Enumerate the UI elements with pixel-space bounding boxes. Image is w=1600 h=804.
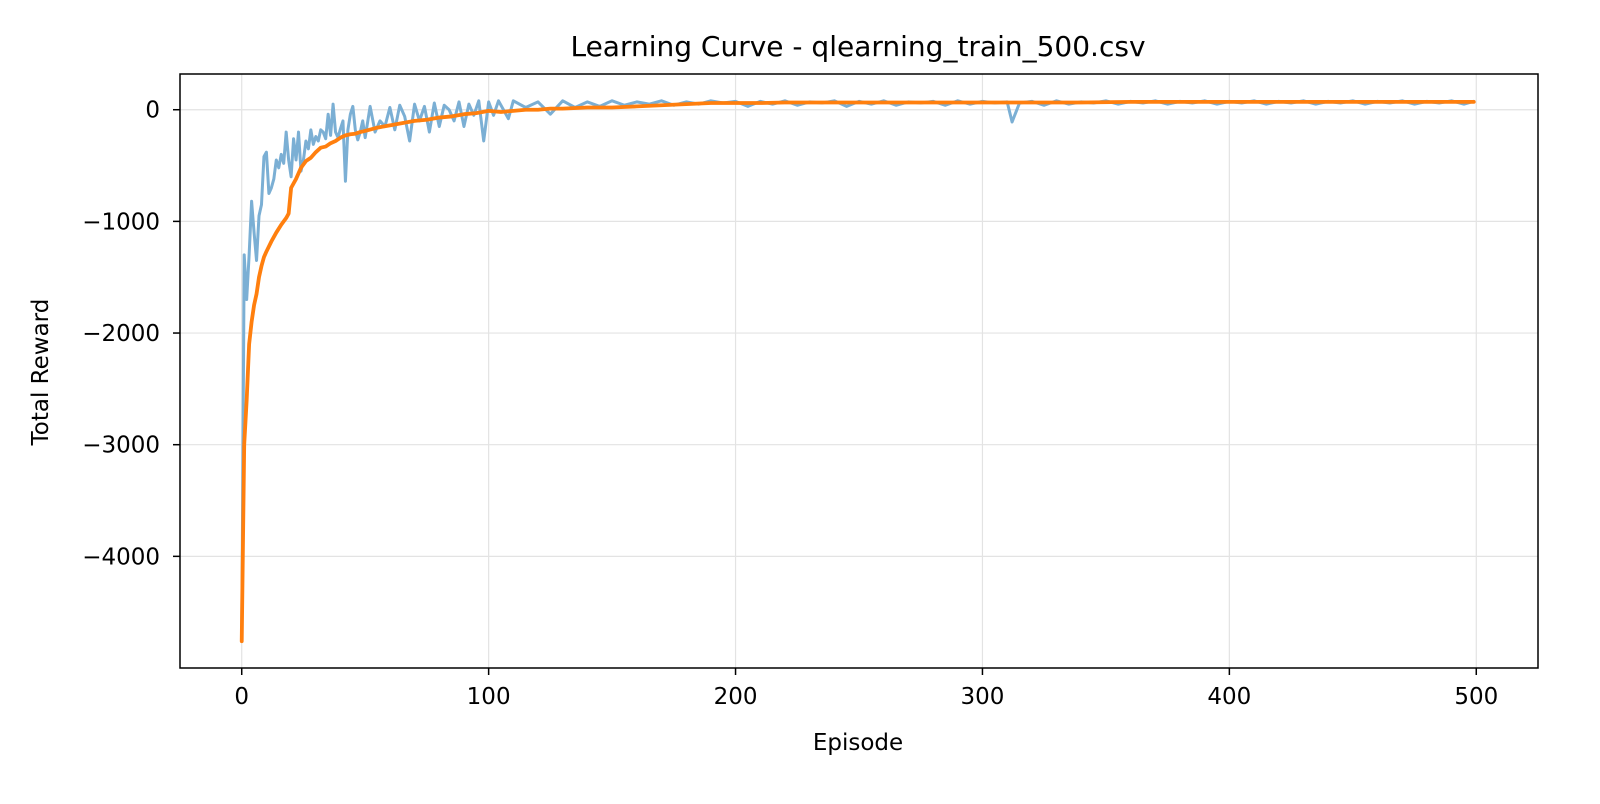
x-axis-label: Episode [813, 730, 903, 756]
grid [180, 74, 1538, 668]
x-axis-ticks: 0 100 200 300 400 500 [234, 668, 1498, 710]
y-tick-label: −2000 [82, 321, 160, 347]
x-tick-label: 100 [467, 684, 511, 710]
x-tick-label: 0 [234, 684, 249, 710]
x-tick-label: 300 [961, 684, 1005, 710]
y-axis-ticks: 0 −1000 −2000 −3000 −4000 [82, 98, 180, 570]
chart-title: Learning Curve - qlearning_train_500.csv [570, 30, 1145, 63]
plot-frame [179, 73, 1539, 669]
moving-average-line [239, 100, 1476, 644]
y-tick-label: −3000 [82, 433, 160, 459]
y-tick-label: −4000 [82, 544, 160, 570]
x-tick-label: 400 [1207, 684, 1251, 710]
y-tick-label: 0 [145, 98, 160, 124]
x-tick-label: 200 [714, 684, 758, 710]
y-axis-label: Total Reward [28, 299, 54, 447]
plot-series [239, 99, 1476, 644]
x-tick-label: 500 [1454, 684, 1498, 710]
y-tick-label: −1000 [82, 209, 160, 235]
